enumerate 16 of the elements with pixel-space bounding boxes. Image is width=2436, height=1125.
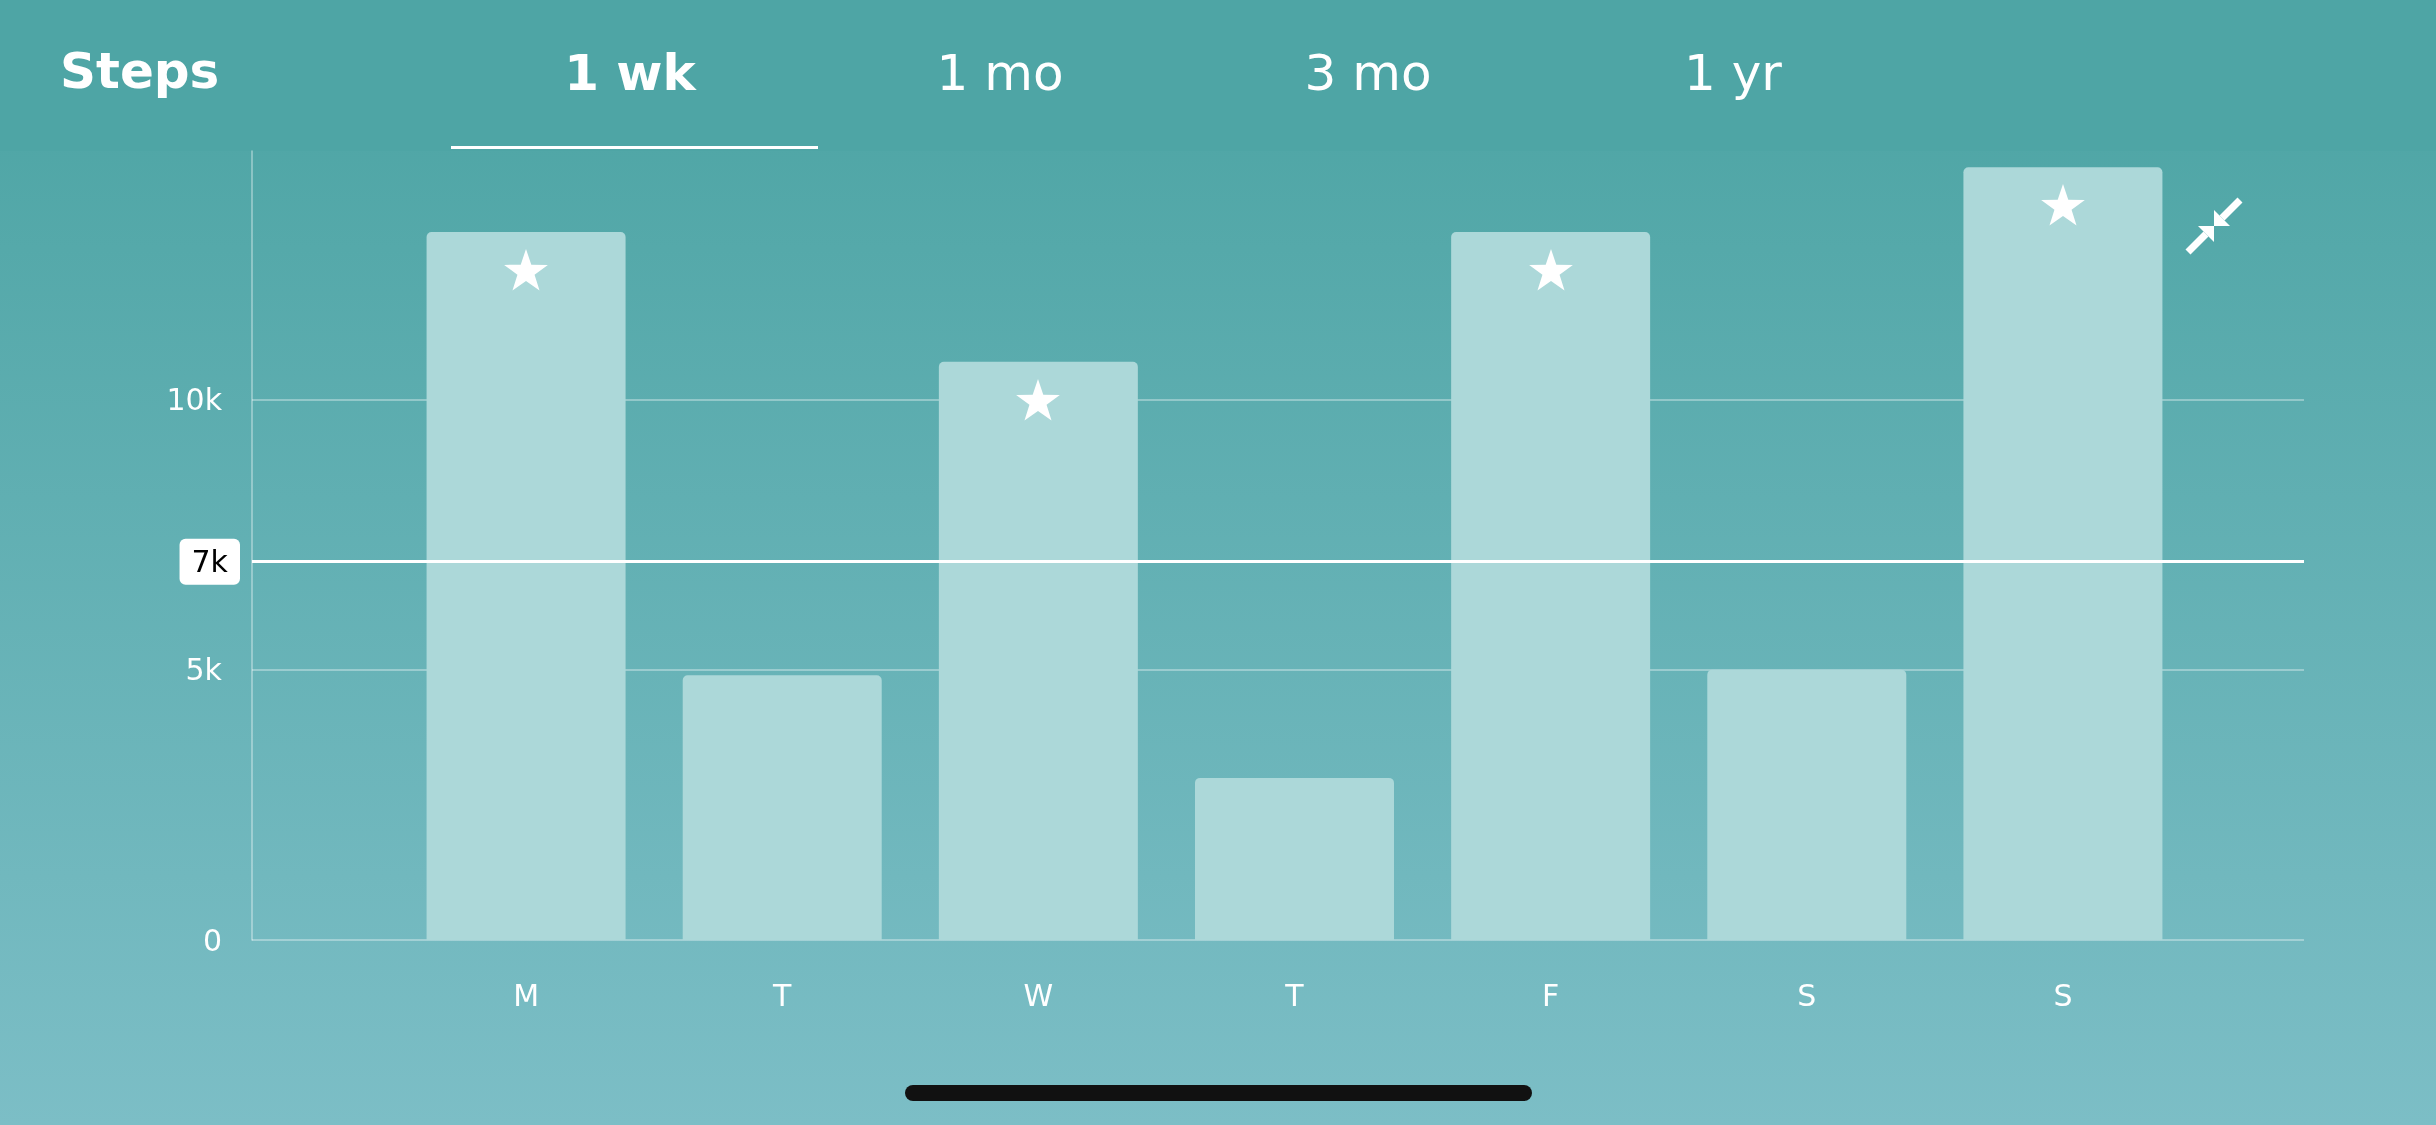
x-tick-label: T (772, 977, 793, 1013)
y-tick-label: 5k (185, 652, 223, 688)
ref-line-label: 7k (191, 544, 229, 580)
text: 1 mo (935, 44, 1065, 102)
x-tick-label: M (513, 977, 540, 1013)
x-tick-label: S (2053, 977, 2073, 1013)
text: 3 mo (1303, 44, 1433, 102)
y-tick-label: 10k (166, 382, 223, 418)
y-tick-label: 0 (202, 922, 222, 958)
chart-title: Steps (60, 42, 220, 100)
x-tick-label: T (1284, 977, 1305, 1013)
x-tick-label: S (1797, 977, 1817, 1013)
x-tick-label: F (1542, 977, 1560, 1013)
text: 1 wk (563, 44, 698, 102)
x-tick-label: W (1023, 977, 1054, 1013)
text: 1 yr (1683, 44, 1783, 102)
